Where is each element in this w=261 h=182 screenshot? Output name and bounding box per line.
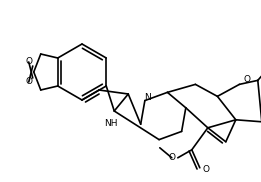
Text: O: O [244, 75, 251, 84]
Text: O: O [25, 58, 32, 66]
Text: N: N [145, 93, 151, 102]
Text: NH: NH [104, 118, 118, 128]
Text: O: O [168, 153, 175, 162]
Text: O: O [202, 165, 209, 174]
Text: O: O [25, 78, 32, 86]
